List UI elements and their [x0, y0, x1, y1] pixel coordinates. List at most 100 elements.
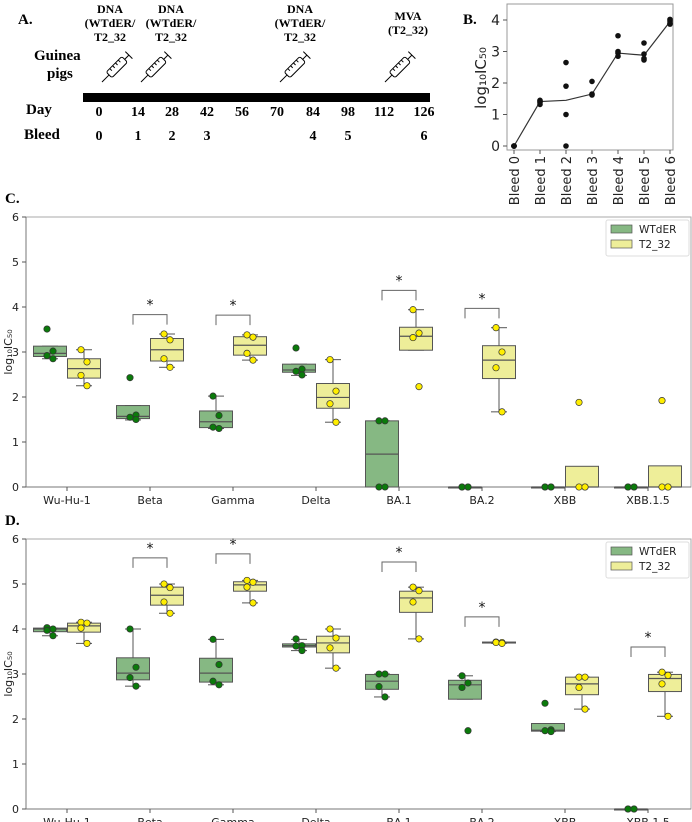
data-point — [243, 576, 251, 584]
data-point — [541, 727, 549, 735]
x-tick-label: XBB.1.5 — [626, 816, 670, 822]
panel-label-b: B. — [463, 12, 477, 28]
bleed-tick-label: 6 — [421, 129, 428, 144]
data-point — [581, 705, 589, 713]
data-point — [615, 32, 621, 39]
data-point — [541, 699, 549, 707]
box-wtder — [365, 670, 399, 701]
legend-label: T2_32 — [638, 239, 671, 251]
data-point — [243, 349, 251, 357]
y-tick-label: 2 — [12, 713, 19, 726]
data-point — [624, 805, 632, 813]
data-point — [77, 618, 85, 626]
data-point — [326, 400, 334, 408]
syringe-tick — [290, 65, 294, 69]
x-tick-label: Wu-Hu-1 — [43, 816, 91, 822]
data-point — [375, 683, 383, 691]
day-tick-label: 0 — [96, 105, 103, 120]
data-point — [409, 583, 417, 591]
box-body — [199, 657, 233, 683]
data-point — [381, 693, 389, 701]
data-point — [215, 411, 223, 420]
data-point — [630, 483, 638, 491]
x-tick-label: BA.1 — [386, 494, 411, 507]
syringe-plunger — [407, 54, 413, 60]
injection-label: (WTdER/ — [275, 16, 326, 30]
data-point — [215, 660, 223, 669]
x-tick-label: Bleed 1 — [534, 156, 549, 205]
y-tick-label: 0 — [12, 803, 19, 816]
box-t2-32 — [648, 397, 682, 491]
y-tick-label: 6 — [12, 211, 19, 224]
data-point — [132, 415, 140, 424]
syringe-tick — [395, 65, 399, 69]
syringe-needle — [279, 74, 288, 83]
data-point — [298, 647, 306, 655]
box-t2-32 — [399, 583, 433, 643]
data-point — [409, 306, 417, 314]
box-t2-32 — [67, 618, 101, 647]
x-tick-label: Bleed 5 — [638, 156, 653, 205]
data-point — [49, 355, 57, 363]
significance-bracket — [630, 646, 666, 657]
data-point — [381, 417, 389, 425]
box-t2-32 — [482, 638, 516, 647]
box-t2-32 — [67, 346, 101, 390]
data-point — [664, 712, 672, 720]
data-point — [581, 483, 589, 491]
y-tick-label: 4 — [12, 301, 19, 314]
syringe-barrel — [284, 56, 306, 78]
data-point — [249, 578, 257, 586]
injection-label: (WTdER/ — [85, 16, 136, 30]
data-point — [375, 670, 383, 678]
significance-bracket — [132, 314, 168, 325]
y-tick-label: 1 — [12, 758, 19, 771]
box-t2-32 — [565, 398, 599, 491]
data-point — [575, 483, 583, 491]
syringe-tick — [392, 68, 396, 72]
panel-label-a: A. — [18, 12, 33, 28]
data-point — [332, 664, 340, 672]
data-point — [547, 728, 555, 736]
syringe-handle — [124, 51, 133, 60]
syringe-tick — [109, 68, 113, 72]
syringe-plunger — [163, 54, 169, 60]
legend-label: T2_32 — [638, 561, 671, 573]
data-point — [249, 333, 257, 341]
data-point — [409, 598, 417, 606]
box-wtder — [282, 344, 316, 379]
data-point — [83, 358, 91, 366]
data-point — [83, 619, 91, 627]
data-point — [641, 40, 647, 46]
syringe-handle — [302, 51, 311, 60]
significance-star: * — [147, 298, 154, 314]
syringe-tick — [154, 62, 157, 66]
y-tick-label: 1 — [12, 436, 19, 449]
data-point — [658, 483, 666, 491]
day-tick-label: 98 — [341, 105, 355, 120]
bleed-tick-label: 0 — [96, 129, 103, 144]
data-point — [126, 413, 134, 421]
x-tick-label: XBB — [554, 816, 577, 822]
syringe-icon — [101, 51, 133, 83]
box-body — [648, 465, 682, 488]
x-tick-label: Wu-Hu-1 — [43, 494, 91, 507]
data-point — [43, 626, 51, 634]
data-point — [641, 57, 647, 63]
data-point — [381, 670, 389, 678]
data-point — [332, 387, 340, 395]
box-wtder — [282, 635, 316, 655]
box-wtder — [116, 625, 150, 690]
box-wtder — [116, 374, 150, 424]
panel-label-d: D. — [5, 513, 20, 529]
significance-bracket — [215, 553, 251, 564]
data-point — [563, 143, 569, 149]
data-point — [160, 598, 168, 606]
significance-star: * — [396, 545, 403, 561]
syringe-tick — [293, 62, 296, 66]
significance-bracket — [381, 289, 417, 301]
box-wtder — [33, 624, 67, 640]
data-point — [292, 642, 300, 650]
injection-label: T2_32 — [284, 30, 316, 44]
